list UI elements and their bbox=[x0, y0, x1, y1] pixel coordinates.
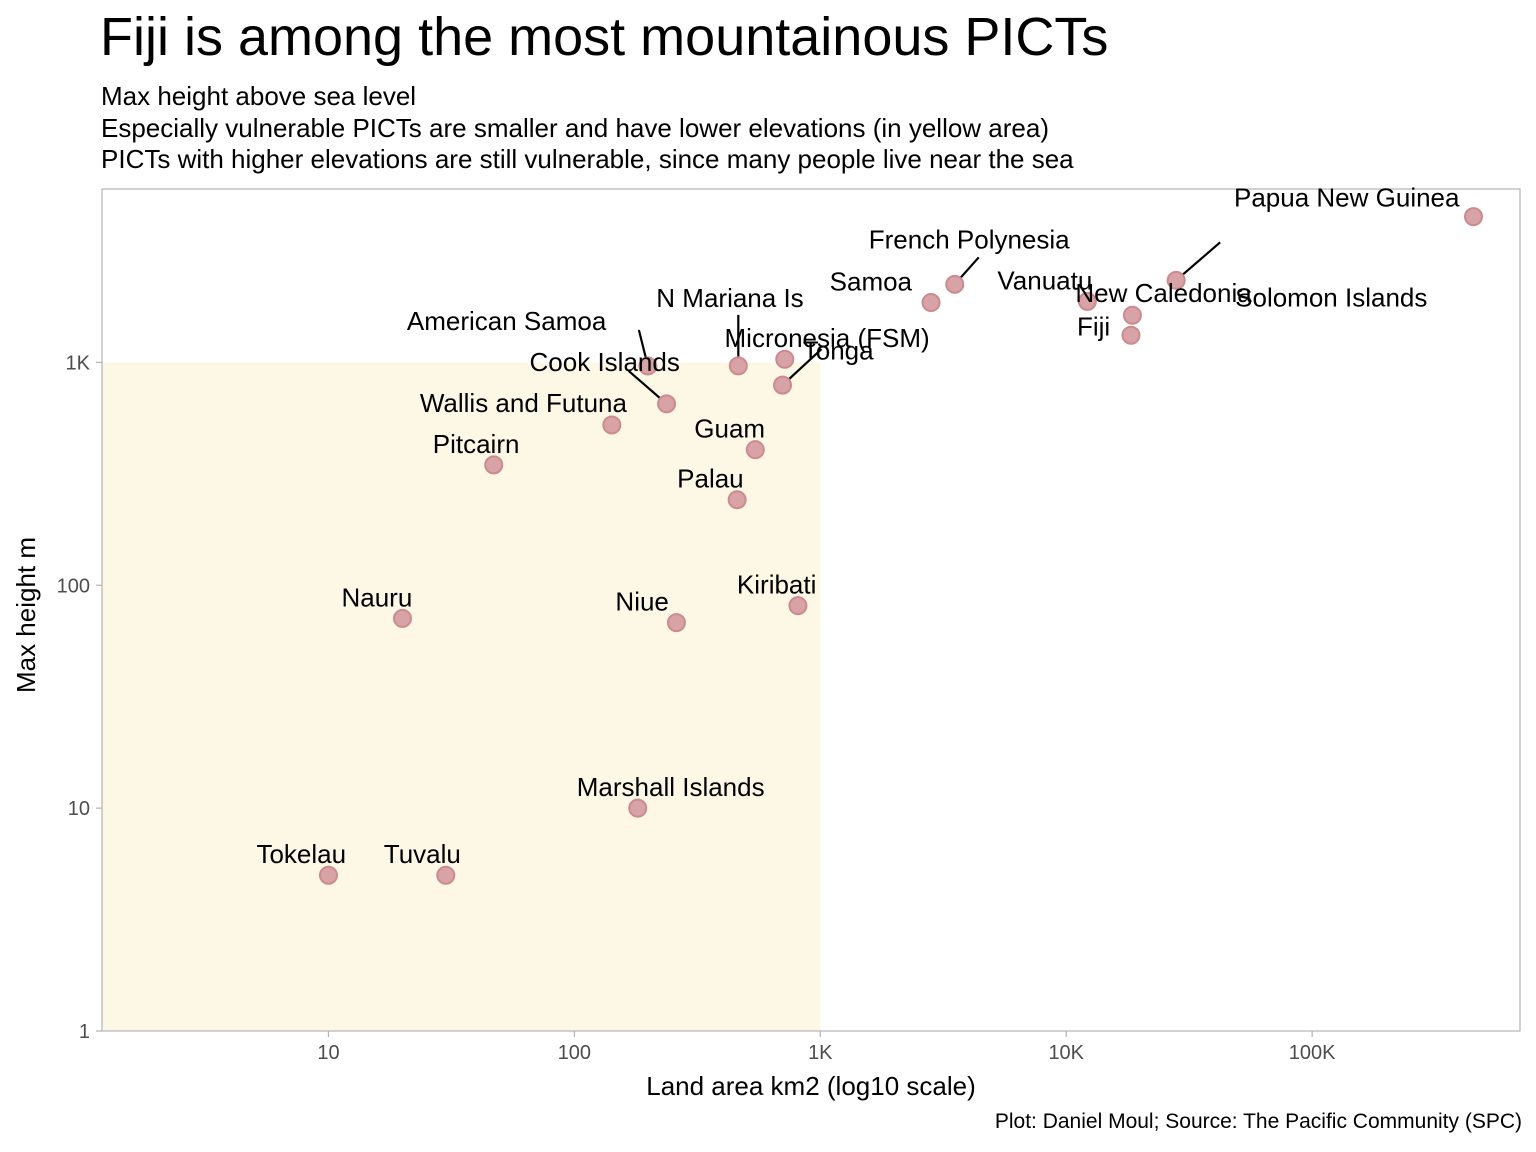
label-papua-new-guinea: Papua New Guinea bbox=[1234, 183, 1460, 213]
subtitle-line-1: Max height above sea level bbox=[101, 81, 417, 111]
plot-panel-border bbox=[101, 188, 1521, 1032]
label-niue: Niue bbox=[615, 587, 668, 617]
label-guam: Guam bbox=[694, 414, 765, 444]
label-nauru: Nauru bbox=[341, 582, 412, 612]
x-axis: 10 100 1K 10K 100K bbox=[317, 1031, 1336, 1064]
label-n-mariana-is: N Mariana Is bbox=[656, 283, 803, 313]
label-micronesia-fsm: Micronesia (FSM) bbox=[725, 323, 930, 353]
x-tick-label: 1K bbox=[808, 1042, 833, 1064]
data-points bbox=[318, 207, 1483, 885]
point-guam bbox=[745, 440, 765, 460]
label-fiji: Fiji bbox=[1077, 311, 1110, 341]
point-american-samoa bbox=[638, 356, 658, 376]
subtitle-line-3: PICTs with higher elevations are still v… bbox=[101, 144, 1074, 174]
label-tonga: Tonga bbox=[803, 335, 874, 365]
label-american-samoa: American Samoa bbox=[407, 306, 607, 336]
point-tokelau bbox=[318, 865, 338, 885]
x-tick-label: 10K bbox=[1048, 1042, 1084, 1064]
point-kiribati bbox=[788, 596, 808, 616]
point-wallis-and-futuna bbox=[602, 415, 622, 435]
leader-line-solomon-islands bbox=[1175, 241, 1221, 282]
caption: Plot: Daniel Moul; Source: The Pacific C… bbox=[994, 1110, 1522, 1133]
point-n-mariana-is bbox=[728, 356, 748, 376]
label-wallis-and-futuna: Wallis and Futuna bbox=[420, 388, 628, 418]
y-tick-label: 1 bbox=[79, 1021, 90, 1043]
label-new-caledonia: New Caledonia bbox=[1075, 278, 1252, 308]
label-palau: Palau bbox=[677, 464, 744, 494]
label-french-polynesia: French Polynesia bbox=[869, 224, 1070, 254]
point-cook-islands bbox=[657, 394, 677, 414]
label-solomon-islands: Solomon Islands bbox=[1235, 282, 1427, 312]
point-niue bbox=[666, 613, 686, 633]
x-tick-label: 10 bbox=[317, 1042, 339, 1064]
label-kiribati: Kiribati bbox=[737, 570, 816, 600]
subtitle-line-2: Especially vulnerable PICTs are smaller … bbox=[101, 113, 1049, 143]
point-new-caledonia bbox=[1122, 305, 1142, 325]
highlight-region bbox=[102, 362, 821, 1031]
label-tokelau: Tokelau bbox=[256, 839, 346, 869]
y-tick-label: 100 bbox=[57, 575, 90, 597]
y-axis: 1 10 100 1K bbox=[57, 352, 102, 1043]
point-fiji bbox=[1121, 325, 1141, 345]
point-samoa bbox=[921, 293, 941, 313]
point-solomon-islands bbox=[1166, 270, 1186, 290]
y-axis-title: Max height m bbox=[11, 537, 41, 693]
point-vanuatu bbox=[1077, 291, 1097, 311]
label-samoa: Samoa bbox=[830, 267, 913, 297]
point-tonga bbox=[775, 349, 795, 369]
point-micronesia-fsm bbox=[773, 375, 793, 395]
label-cook-islands: Cook Islands bbox=[530, 347, 680, 377]
y-tick-label: 1K bbox=[66, 352, 91, 374]
chart-title: Fiji is among the most mountainous PICTs bbox=[100, 7, 1109, 67]
label-pitcairn: Pitcairn bbox=[433, 429, 520, 459]
label-vanuatu: Vanuatu bbox=[997, 265, 1092, 295]
point-nauru bbox=[392, 608, 412, 628]
x-tick-label: 100K bbox=[1289, 1042, 1336, 1064]
point-french-polynesia bbox=[945, 274, 965, 294]
x-axis-title: Land area km2 (log10 scale) bbox=[646, 1071, 976, 1101]
point-marshall-islands bbox=[628, 798, 648, 818]
x-tick-label: 100 bbox=[558, 1042, 591, 1064]
point-tuvalu bbox=[436, 865, 456, 885]
y-tick-label: 10 bbox=[68, 798, 90, 820]
label-marshall-islands: Marshall Islands bbox=[577, 772, 765, 802]
point-pitcairn bbox=[484, 455, 504, 475]
label-tuvalu: Tuvalu bbox=[384, 839, 461, 869]
point-palau bbox=[727, 490, 747, 510]
point-papua-new-guinea bbox=[1463, 207, 1483, 227]
